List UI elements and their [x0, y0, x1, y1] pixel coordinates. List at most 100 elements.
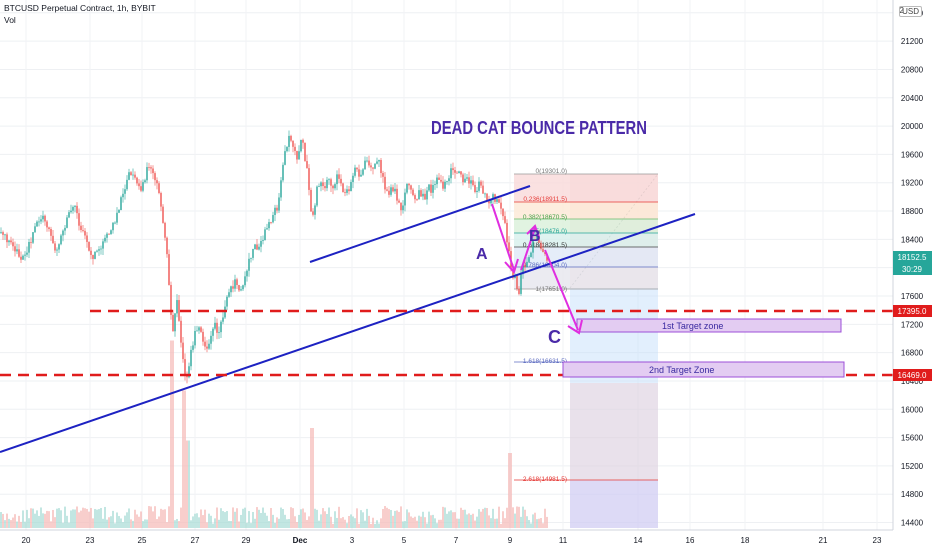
volume-bar — [512, 507, 514, 528]
target-zone-2[interactable] — [562, 361, 845, 378]
candle-body — [42, 215, 44, 220]
volume-bar — [302, 508, 304, 528]
volume-bar — [140, 511, 142, 528]
time-tick-label: 18 — [741, 536, 750, 545]
candle-body — [70, 210, 72, 213]
candle-body — [46, 221, 48, 228]
candle-body — [472, 180, 474, 186]
candle-body — [340, 178, 342, 184]
candle-body — [120, 197, 122, 211]
volume-bar — [180, 507, 182, 528]
candle-body — [44, 215, 46, 222]
volume-bar — [324, 511, 326, 528]
candle-body — [346, 189, 348, 193]
volume-bar — [296, 522, 298, 528]
volume-bar — [90, 507, 92, 528]
volume-bar — [390, 509, 392, 528]
candle-body — [292, 140, 294, 147]
volume-bar — [124, 515, 126, 528]
volume-bar — [310, 428, 312, 528]
volume-bar — [428, 511, 430, 528]
volume-bar — [162, 509, 164, 528]
candle-body — [460, 171, 462, 175]
pattern-arrows — [491, 203, 583, 335]
candle-body — [22, 255, 24, 260]
candle-body — [188, 366, 190, 378]
candle-body — [420, 190, 422, 197]
time-tick-label: 25 — [138, 536, 147, 545]
candle-body — [122, 193, 124, 198]
candle-body — [30, 241, 32, 243]
volume-bar — [326, 514, 328, 528]
volume-bar — [360, 510, 362, 528]
candle-body — [316, 186, 318, 206]
volume-bar — [18, 515, 20, 528]
time-tick-label: 29 — [242, 536, 251, 545]
time-tick-label: 21 — [819, 536, 828, 545]
candle-body — [394, 188, 396, 192]
candle-body — [446, 181, 448, 182]
candle-body — [144, 180, 146, 183]
volume-bar — [334, 511, 336, 528]
volume-bar — [450, 510, 452, 528]
candle-body — [134, 174, 136, 178]
volume-bar — [24, 521, 26, 528]
volume-bar — [74, 509, 76, 528]
price-tick-label: 17200 — [901, 320, 924, 329]
candle-body — [38, 221, 40, 223]
candle-body — [142, 182, 144, 191]
candle-body — [76, 205, 78, 214]
candle-body — [404, 192, 406, 206]
candle-body — [232, 286, 234, 289]
candle-body — [54, 243, 56, 251]
volume-bar — [340, 518, 342, 528]
volume-bar — [424, 517, 426, 528]
volume-bar — [412, 517, 414, 528]
volume-bar — [346, 523, 348, 528]
volume-bar — [502, 511, 504, 528]
currency-button[interactable]: USD — [899, 6, 922, 17]
candle-body — [334, 184, 336, 189]
target-zone-1-label: 1st Target zone — [662, 321, 723, 331]
candle-body — [8, 240, 10, 243]
volume-bar — [56, 508, 58, 528]
candle-body — [434, 184, 436, 186]
candle-body — [276, 207, 278, 211]
candle-body — [378, 160, 380, 162]
candle-body — [228, 292, 230, 297]
volume-bar — [206, 522, 208, 528]
volume-indicator-label[interactable]: Vol — [4, 15, 16, 25]
last-price-text: 18152.5 — [898, 253, 927, 262]
candle-body — [544, 252, 546, 254]
volume-bar — [156, 519, 158, 528]
volume-bar — [284, 514, 286, 528]
candle-body — [384, 176, 386, 190]
candle-body — [14, 246, 16, 252]
candle-body — [210, 335, 212, 344]
trendline-upper[interactable] — [309, 185, 531, 263]
time-axis[interactable]: 20 23 25 27 29 Dec 3 5 7 9 11 14 16 18 21 23 — [22, 536, 882, 545]
volume-bar — [54, 517, 56, 528]
candle-body — [230, 286, 232, 293]
candle-body — [64, 227, 66, 231]
candle-body — [154, 173, 156, 181]
volume-bar — [440, 519, 442, 528]
candle-body — [490, 199, 492, 204]
volume-bar — [6, 513, 8, 528]
candle-body — [16, 249, 18, 252]
candle-body — [338, 174, 340, 179]
label-a: A — [476, 246, 488, 263]
fib-level-label: 2.618(14981.5) — [523, 476, 567, 483]
candle-body — [452, 168, 454, 171]
scale-mode-button[interactable]: 2 — [899, 6, 904, 15]
price-tick-label: 19600 — [901, 150, 924, 159]
trendline-lower[interactable] — [0, 213, 696, 453]
candle-body — [508, 242, 510, 252]
volume-bar — [376, 520, 378, 528]
time-tick-label: Dec — [293, 536, 308, 545]
candle-body — [48, 227, 50, 230]
price-tick-label: 21200 — [901, 37, 924, 46]
candle-body — [104, 237, 106, 242]
candle-body — [258, 246, 260, 250]
